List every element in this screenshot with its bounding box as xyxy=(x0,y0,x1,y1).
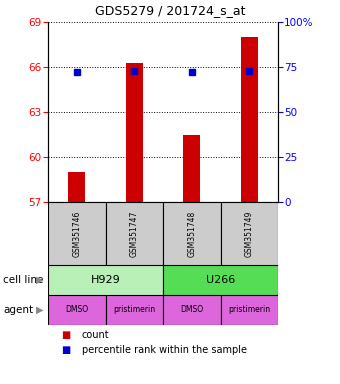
Bar xyxy=(48,295,105,325)
Bar xyxy=(163,202,221,265)
Text: pristimerin: pristimerin xyxy=(113,306,155,314)
Bar xyxy=(68,172,85,202)
Bar xyxy=(183,134,200,202)
Text: ■: ■ xyxy=(62,330,71,340)
Text: count: count xyxy=(82,330,109,340)
Bar xyxy=(221,295,278,325)
Text: agent: agent xyxy=(3,305,34,315)
Bar xyxy=(105,202,163,265)
Text: ■: ■ xyxy=(62,345,71,355)
Bar xyxy=(48,265,163,295)
Text: DMSO: DMSO xyxy=(180,306,203,314)
Bar xyxy=(48,202,105,265)
Text: pristimerin: pristimerin xyxy=(228,306,270,314)
Text: GDS5279 / 201724_s_at: GDS5279 / 201724_s_at xyxy=(95,5,245,18)
Text: GSM351746: GSM351746 xyxy=(72,210,81,257)
Bar xyxy=(125,63,143,202)
Bar xyxy=(105,295,163,325)
Bar xyxy=(241,37,258,202)
Text: ▶: ▶ xyxy=(36,305,44,315)
Text: GSM351749: GSM351749 xyxy=(245,210,254,257)
Text: cell line: cell line xyxy=(3,275,44,285)
Text: percentile rank within the sample: percentile rank within the sample xyxy=(82,345,247,355)
Bar xyxy=(221,202,278,265)
Text: DMSO: DMSO xyxy=(65,306,88,314)
Bar xyxy=(163,295,221,325)
Text: ▶: ▶ xyxy=(36,275,44,285)
Text: GSM351748: GSM351748 xyxy=(187,210,196,257)
Text: H929: H929 xyxy=(91,275,120,285)
Text: GSM351747: GSM351747 xyxy=(130,210,139,257)
Text: U266: U266 xyxy=(206,275,235,285)
Bar xyxy=(163,265,278,295)
